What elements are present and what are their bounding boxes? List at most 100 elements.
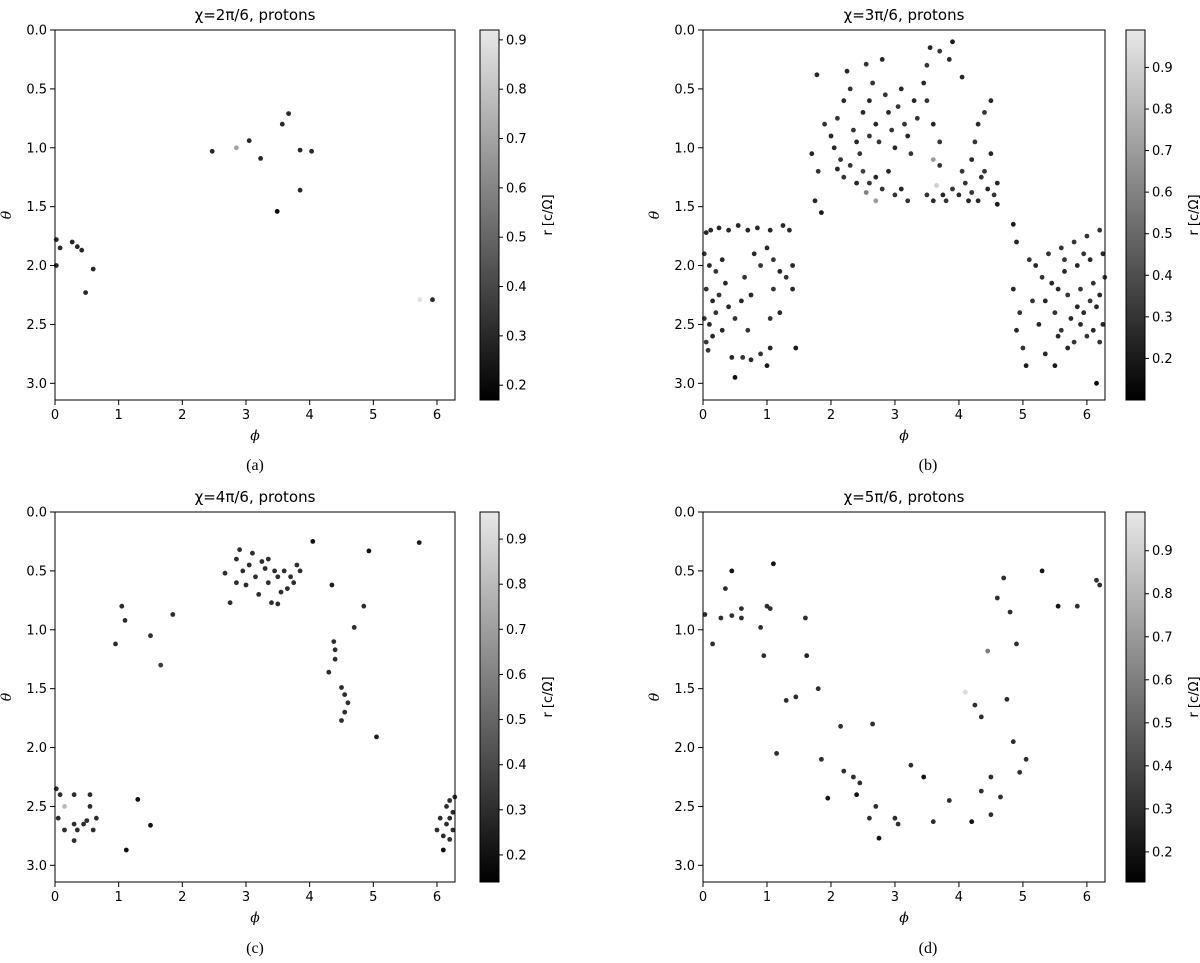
- data-point: [739, 298, 744, 304]
- data-point: [748, 292, 754, 298]
- data-point: [777, 269, 783, 274]
- data-point: [879, 57, 885, 62]
- data-point: [751, 251, 757, 257]
- data-point: [745, 227, 751, 233]
- y-tick-label: 2.0: [674, 259, 695, 274]
- data-point: [870, 80, 875, 86]
- data-point: [1052, 363, 1058, 369]
- data-point: [860, 110, 866, 115]
- data-point: [57, 792, 63, 798]
- data-point: [1014, 239, 1019, 245]
- data-point: [339, 685, 344, 690]
- colorbar-tick-label: 0.3: [506, 803, 527, 818]
- data-point: [1042, 351, 1048, 357]
- data-point: [1100, 251, 1106, 257]
- colorbar-tick-label: 0.3: [1152, 310, 1173, 325]
- colorbar-tick-label: 0.5: [506, 713, 527, 728]
- x-tick-label: 0: [51, 890, 59, 905]
- data-point: [793, 345, 799, 351]
- x-tick-label: 4: [955, 890, 963, 905]
- data-point: [905, 198, 911, 204]
- data-point: [950, 39, 955, 45]
- x-tick-label: 5: [369, 408, 377, 423]
- data-point: [258, 156, 263, 161]
- data-point: [924, 192, 930, 198]
- data-point: [882, 92, 888, 98]
- data-point: [234, 580, 239, 586]
- plot-frame: [702, 511, 1106, 883]
- y-tick-label: 1.5: [674, 200, 695, 215]
- y-tick-label: 2.0: [26, 259, 47, 274]
- data-point: [911, 98, 917, 104]
- data-point: [831, 145, 837, 151]
- data-point: [815, 686, 821, 692]
- data-point: [1046, 251, 1051, 257]
- data-point: [170, 612, 176, 617]
- data-point: [1033, 263, 1039, 268]
- data-point: [366, 548, 372, 554]
- data-point: [90, 827, 96, 833]
- colorbar-tick-label: 0.9: [1152, 61, 1173, 76]
- data-point: [237, 547, 243, 553]
- data-point: [351, 625, 357, 630]
- data-point: [1074, 263, 1080, 268]
- data-point: [975, 121, 981, 127]
- data-point: [892, 192, 898, 198]
- data-point: [876, 835, 882, 841]
- y-tick-label: 0.5: [674, 564, 695, 579]
- data-point: [275, 574, 281, 580]
- chart-title: χ=2π/6, protons: [195, 6, 316, 24]
- data-point: [1010, 286, 1016, 292]
- data-point: [1074, 603, 1080, 609]
- x-tick-label: 5: [1019, 890, 1027, 905]
- colorbar: [479, 29, 500, 401]
- data-point: [735, 223, 741, 228]
- y-tick-label: 1.5: [674, 682, 695, 697]
- data-point: [908, 762, 914, 768]
- data-point: [447, 815, 453, 821]
- data-point: [227, 600, 233, 606]
- data-point: [767, 345, 773, 351]
- colorbar-tick-label: 0.4: [1152, 269, 1173, 284]
- data-point: [84, 818, 90, 823]
- data-point: [841, 174, 847, 180]
- data-point: [246, 138, 252, 144]
- data-point: [71, 821, 77, 827]
- data-point: [1074, 304, 1080, 310]
- data-point: [148, 822, 153, 828]
- x-tick-label: 1: [115, 408, 123, 423]
- data-point: [345, 700, 351, 706]
- colorbar-tick-label: 0.2: [1152, 845, 1173, 860]
- data-point: [79, 247, 85, 253]
- plot-frame: [54, 29, 456, 401]
- data-point: [55, 815, 61, 821]
- data-point: [331, 639, 337, 644]
- y-tick-label: 1.0: [26, 623, 47, 638]
- data-point: [1084, 333, 1090, 339]
- data-point: [838, 157, 843, 163]
- data-point: [851, 774, 856, 780]
- data-point: [1094, 380, 1099, 386]
- data-point: [1062, 269, 1067, 274]
- data-point: [764, 363, 770, 369]
- data-point: [707, 322, 712, 327]
- data-point: [835, 115, 840, 121]
- y-axis-label: θ: [647, 692, 663, 701]
- data-point: [946, 798, 952, 803]
- data-point: [969, 819, 975, 825]
- data-point: [1078, 286, 1083, 292]
- x-tick-label: 2: [178, 890, 186, 905]
- data-point: [297, 147, 303, 153]
- data-point: [793, 694, 799, 700]
- data-point: [1020, 345, 1026, 351]
- x-axis-label: ϕ: [250, 910, 260, 926]
- data-point: [1094, 304, 1099, 310]
- data-point: [265, 556, 271, 562]
- y-tick-label: 1.0: [674, 141, 695, 156]
- data-point: [767, 227, 773, 233]
- data-point: [956, 192, 962, 198]
- data-point: [726, 304, 731, 310]
- data-point: [444, 821, 449, 827]
- data-point: [841, 98, 847, 104]
